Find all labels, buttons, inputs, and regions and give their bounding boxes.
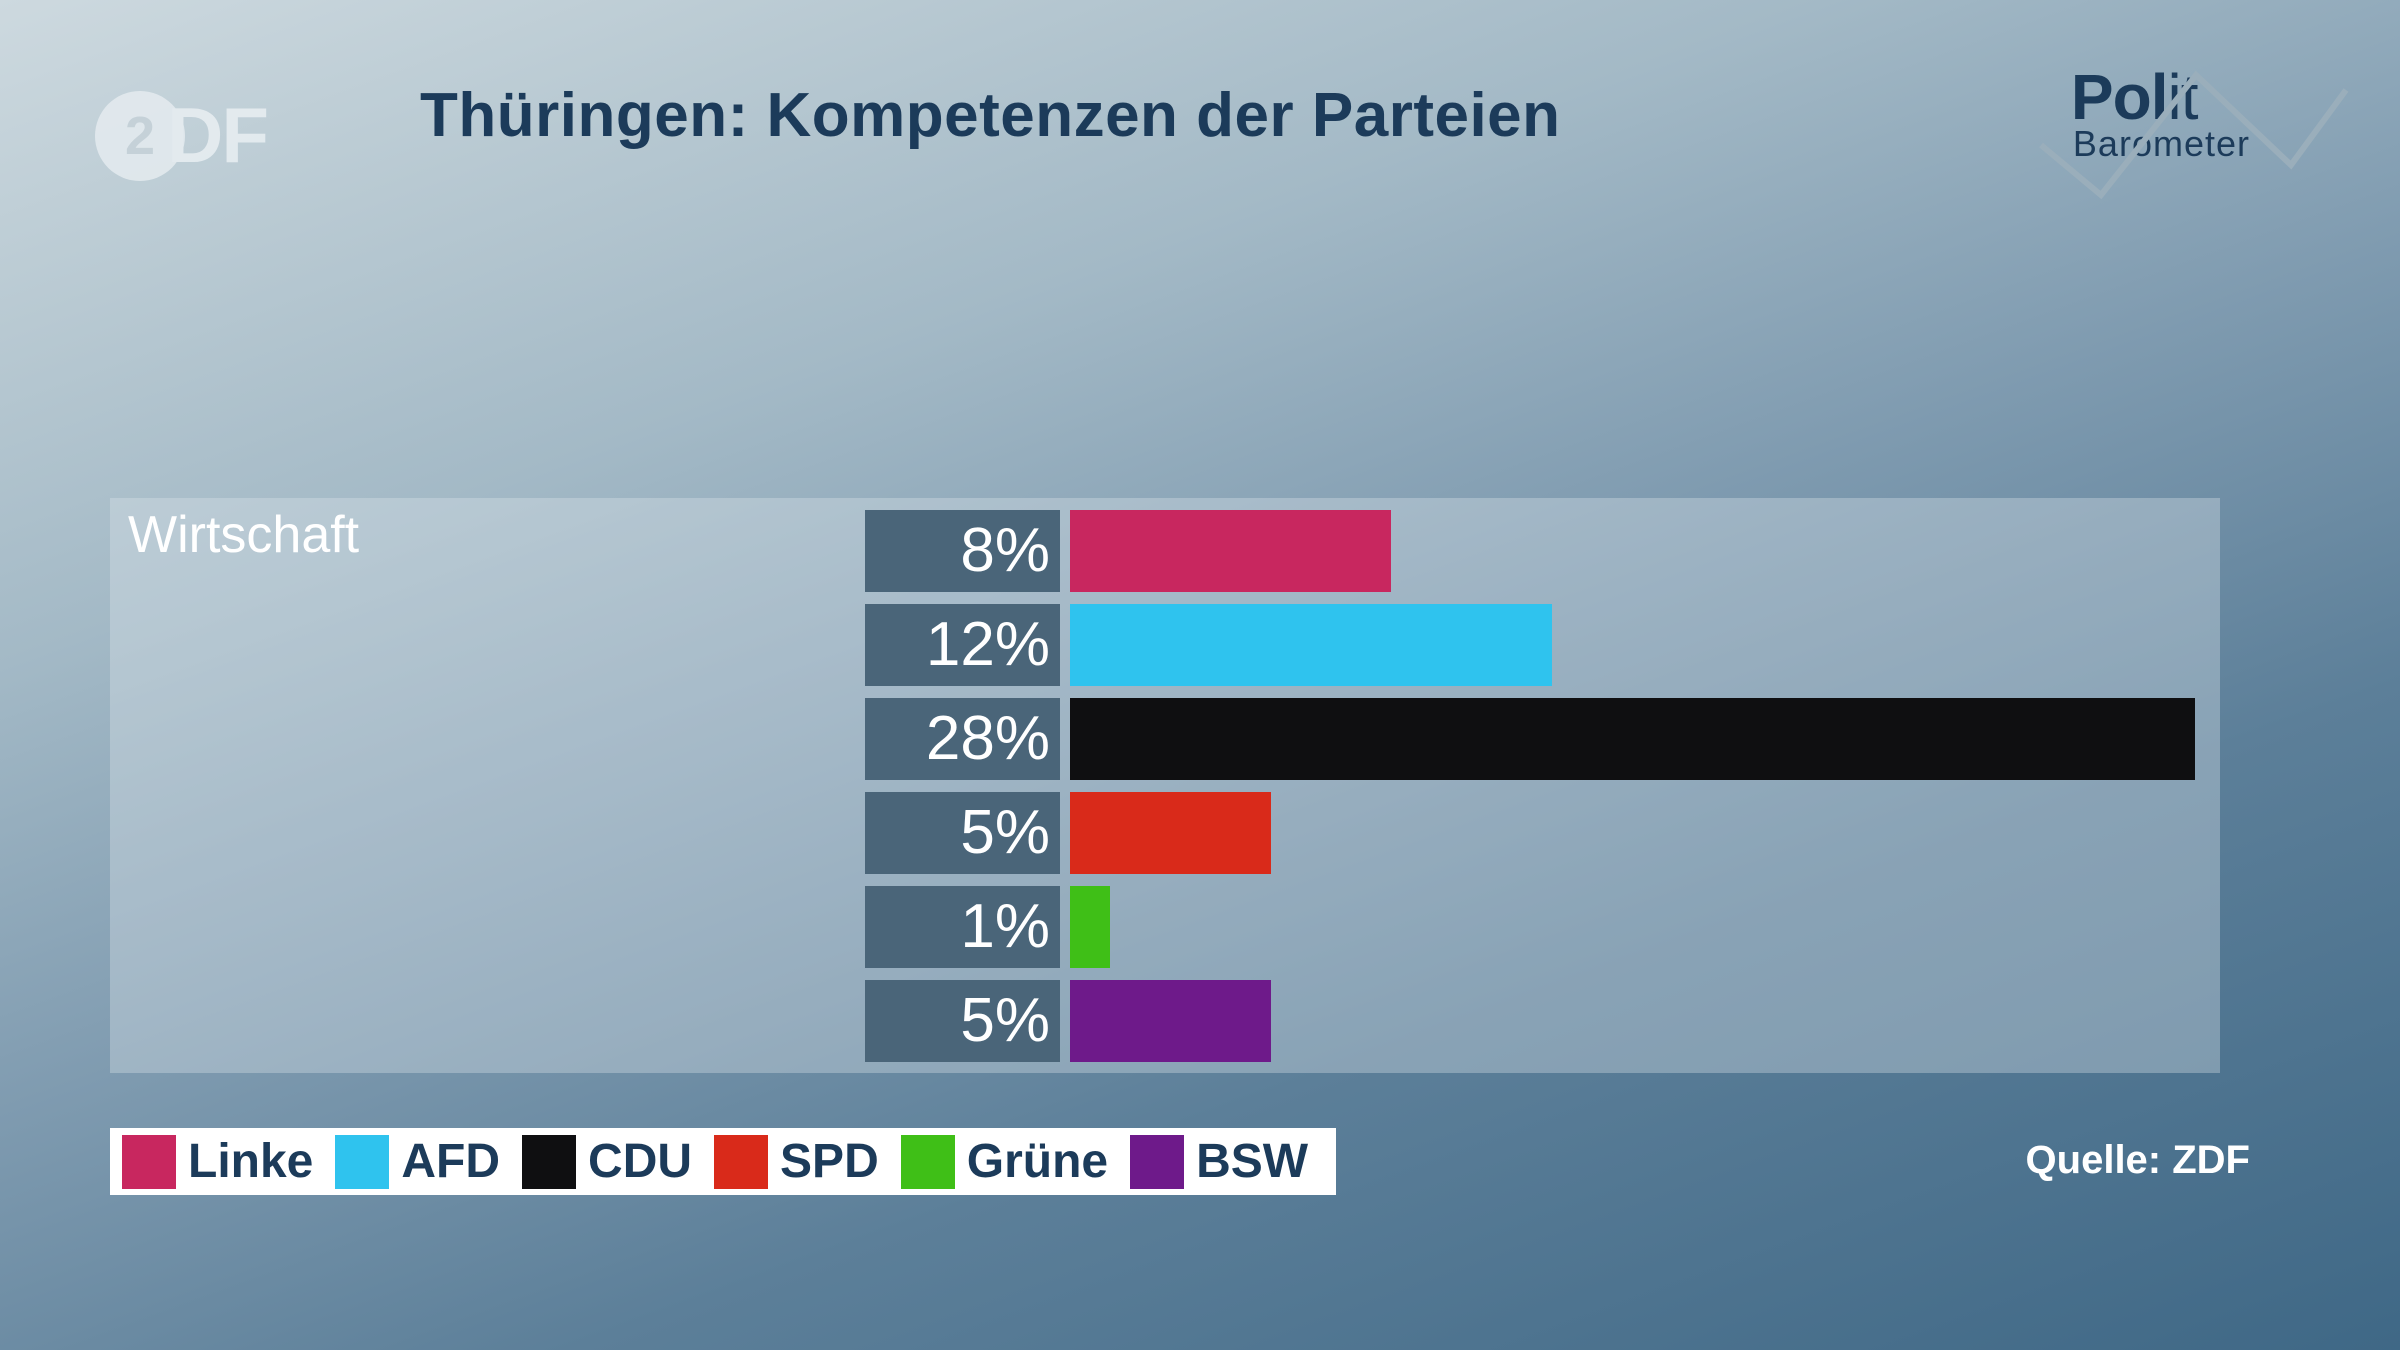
legend-swatch bbox=[714, 1135, 768, 1189]
source-prefix: Quelle: bbox=[2026, 1138, 2173, 1182]
bar-row: 28% bbox=[865, 698, 2205, 780]
legend-item: CDU bbox=[522, 1134, 702, 1189]
value-box: 1% bbox=[865, 886, 1060, 968]
legend-swatch bbox=[335, 1135, 389, 1189]
legend-label: BSW bbox=[1196, 1134, 1308, 1189]
network-logo-text: DF bbox=[167, 90, 267, 181]
bar-row: 12% bbox=[865, 604, 2205, 686]
legend-item: Grüne bbox=[901, 1134, 1118, 1189]
legend-swatch bbox=[901, 1135, 955, 1189]
bar-rows: 8% 12% 28% 5% 1% 5% bbox=[865, 510, 2205, 1074]
legend-label: CDU bbox=[588, 1134, 692, 1189]
category-label: Wirtschaft bbox=[128, 505, 359, 565]
value-box: 28% bbox=[865, 698, 1060, 780]
bar bbox=[1070, 510, 1391, 592]
bar-row: 5% bbox=[865, 980, 2205, 1062]
legend-swatch bbox=[522, 1135, 576, 1189]
legend-item: Linke bbox=[122, 1134, 323, 1189]
program-logo: Polit Barometer bbox=[2071, 65, 2250, 165]
bar bbox=[1070, 980, 1271, 1062]
bar bbox=[1070, 604, 1552, 686]
legend-label: AFD bbox=[401, 1134, 500, 1189]
value-box: 8% bbox=[865, 510, 1060, 592]
legend-swatch bbox=[122, 1135, 176, 1189]
source-name: ZDF bbox=[2172, 1138, 2250, 1182]
legend-label: SPD bbox=[780, 1134, 879, 1189]
chart-title: Thüringen: Kompetenzen der Parteien bbox=[420, 80, 1561, 151]
bar bbox=[1070, 792, 1271, 874]
bar-row: 5% bbox=[865, 792, 2205, 874]
value-box: 5% bbox=[865, 980, 1060, 1062]
bar bbox=[1070, 698, 2195, 780]
legend-swatch bbox=[1130, 1135, 1184, 1189]
network-logo: 2 DF bbox=[95, 90, 267, 181]
bar-row: 1% bbox=[865, 886, 2205, 968]
bar-row: 8% bbox=[865, 510, 2205, 592]
header: 2 DF Thüringen: Kompetenzen der Parteien… bbox=[0, 70, 2400, 210]
legend: Linke AFD CDU SPD Grüne BSW bbox=[110, 1128, 1336, 1195]
legend-item: BSW bbox=[1130, 1134, 1318, 1189]
legend-item: SPD bbox=[714, 1134, 889, 1189]
chart-panel: Wirtschaft 8% 12% 28% 5% 1% 5% bbox=[110, 498, 2220, 1073]
program-logo-zigzag-icon bbox=[2031, 55, 2351, 205]
legend-item: AFD bbox=[335, 1134, 510, 1189]
legend-label: Grüne bbox=[967, 1134, 1108, 1189]
bar bbox=[1070, 886, 1110, 968]
value-box: 5% bbox=[865, 792, 1060, 874]
source-attribution: Quelle: ZDF bbox=[2026, 1138, 2250, 1183]
value-box: 12% bbox=[865, 604, 1060, 686]
legend-label: Linke bbox=[188, 1134, 313, 1189]
